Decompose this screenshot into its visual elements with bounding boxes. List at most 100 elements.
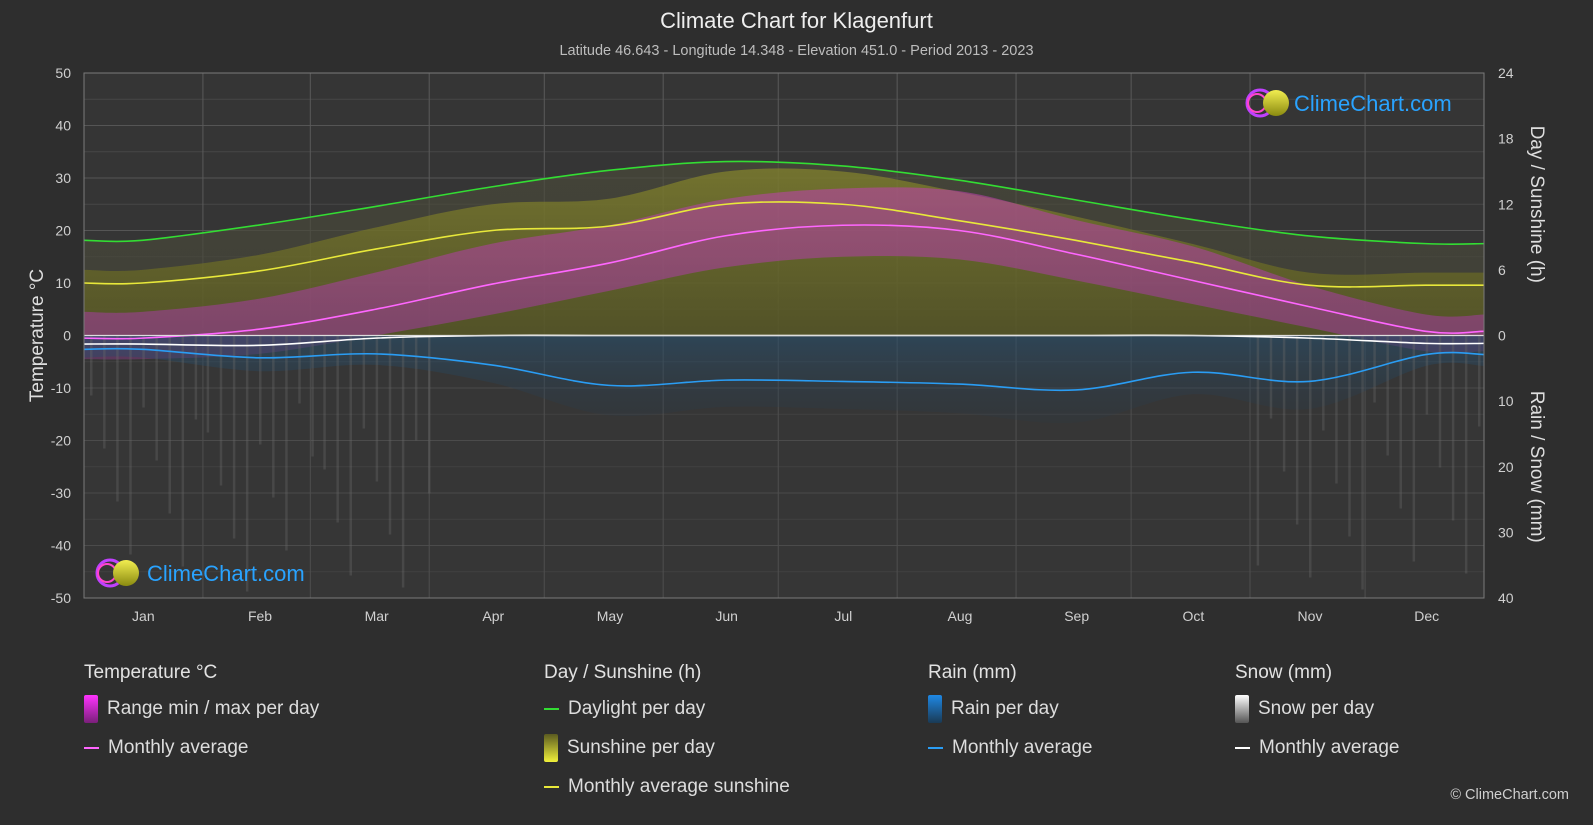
x-tick-label: Apr [482,608,504,624]
snow-avg-swatch [1235,747,1250,749]
legend-label: Monthly average [108,737,249,758]
sunshine-avg-swatch [544,786,559,788]
brand-logo-text: ClimeChart.com [1294,91,1452,116]
climate-chart: 50 40 30 20 10 0 -10 -20 -30 -40 -50 24 18 12 6 0 10 20 30… [27,65,1547,624]
snow-day-bar [219,335,223,486]
snow-day-bar [232,335,236,539]
precip-background [84,335,1484,598]
y-tick-label: 0 [63,328,71,344]
chart-subtitle: Latitude 46.643 - Longitude 14.348 - Ele… [559,43,1034,59]
temp-range-swatch [84,695,98,723]
legend-heading: Temperature °C [84,662,218,683]
series-line [83,201,1484,288]
legend-label: Sunshine per day [567,737,715,758]
series-line [83,160,1485,245]
y3-axis-title: Rain / Snow (mm) [1526,391,1547,543]
legend-snow: Snow (mm) Snow per day Monthly average [1235,662,1399,776]
snow-day-bar [181,335,185,567]
snow-day-bar [336,335,339,523]
legend-item-snow-avg: Monthly average [1235,737,1399,776]
snow-day-bar [1451,335,1455,521]
snow-day-bar [116,335,119,502]
y2-tick-label: 6 [1498,262,1506,278]
snow-day-bar [311,335,314,457]
x-tick-label: Mar [365,608,389,624]
temp-avg-swatch [84,747,99,749]
x-tick-label: Jun [715,608,738,624]
snow-day-bar [362,335,366,429]
snow-day-bar [272,335,275,498]
brand-logo-text: ClimeChart.com [147,561,305,586]
snow-day-bar [155,335,158,461]
y2-tick-label: 18 [1498,131,1514,147]
legend-label: Daylight per day [568,698,706,719]
y3-tick-label: 30 [1498,524,1514,540]
snow-day-bar [1399,335,1402,509]
snow-day-bar [1282,335,1286,472]
y-tick-label: -40 [51,538,71,554]
snow-day-bar [1256,335,1260,566]
snow-day-bar [1322,335,1325,431]
legend-item-snow: Snow per day [1235,695,1399,737]
y-tick-label: -30 [51,485,71,501]
legend-heading: Snow (mm) [1235,662,1333,683]
y3-tick-label: 40 [1498,590,1514,606]
copyright: © ClimeChart.com [1450,787,1569,803]
legend-item-temp-avg: Monthly average [84,737,319,776]
y-tick-label: 50 [55,65,71,81]
legend-temperature: Temperature °C Range min / max per day M… [84,662,319,776]
rain-avg-swatch [928,747,943,749]
snow-day-bar [1309,335,1312,578]
series-line [83,347,1485,392]
snow-day-bar [323,335,326,470]
snow-day-bar [1386,335,1389,456]
legend-label: Monthly average sunshine [568,776,790,797]
snow-day-bar [285,335,288,551]
snow-day-bar [1478,335,1481,427]
x-tick-label: Feb [248,608,272,624]
brand-logo-top: ClimeChart.com [1245,88,1452,118]
snow-day-bar [401,335,405,588]
y2-axis-title: Day / Sunshine (h) [1526,126,1547,283]
legend-item-daylight: Daylight per day [544,698,790,737]
snow-day-bar [1425,335,1429,415]
sunshine-swatch [544,734,558,762]
snow-day-bar [1295,335,1299,525]
y-tick-label: -10 [51,380,71,396]
y2-tick-label: 24 [1498,65,1514,81]
brand-logo-bottom: ClimeChart.com [95,558,305,588]
y-tick-label: 30 [55,170,71,186]
snow-day-bar [259,335,262,445]
x-tick-label: Dec [1414,608,1439,624]
legend-item-sunshine-avg: Monthly average sunshine [544,776,790,815]
temperature-range-band [84,187,1484,360]
legend-heading: Rain (mm) [928,662,1017,683]
snow-day-bar [142,335,145,408]
legend-label: Monthly average [952,737,1093,758]
snow-day-bar [1269,335,1273,419]
chart-title: Climate Chart for Klagenfurt [660,8,933,33]
daylight-swatch [544,708,559,710]
legend-heading: Day / Sunshine (h) [544,662,702,683]
snow-day-bar [245,335,249,592]
x-tick-label: May [597,608,623,624]
snow-day-bar [414,335,418,441]
y3-tick-label: 20 [1498,459,1514,475]
snow-day-bar [1438,335,1442,468]
snow-day-bar [428,335,431,494]
x-tick-label: Nov [1298,608,1323,624]
x-tick-label: Oct [1182,608,1204,624]
legend-label: Rain per day [951,698,1059,719]
snow-day-bar [1335,335,1338,484]
legend-item-sunshine: Sunshine per day [544,734,790,776]
y2-tick-label: 12 [1498,196,1514,212]
y-tick-label: -50 [51,590,71,606]
x-tick-label: Jan [132,608,155,624]
legend-rain: Rain (mm) Rain per day Monthly average [928,662,1092,776]
legend-item-rain: Rain per day [928,695,1092,737]
legend-label: Range min / max per day [107,698,320,719]
y-tick-label: -20 [51,433,71,449]
snow-day-bar [388,335,392,535]
snow-day-bar [1412,335,1416,562]
snow-day-bar [103,335,106,449]
